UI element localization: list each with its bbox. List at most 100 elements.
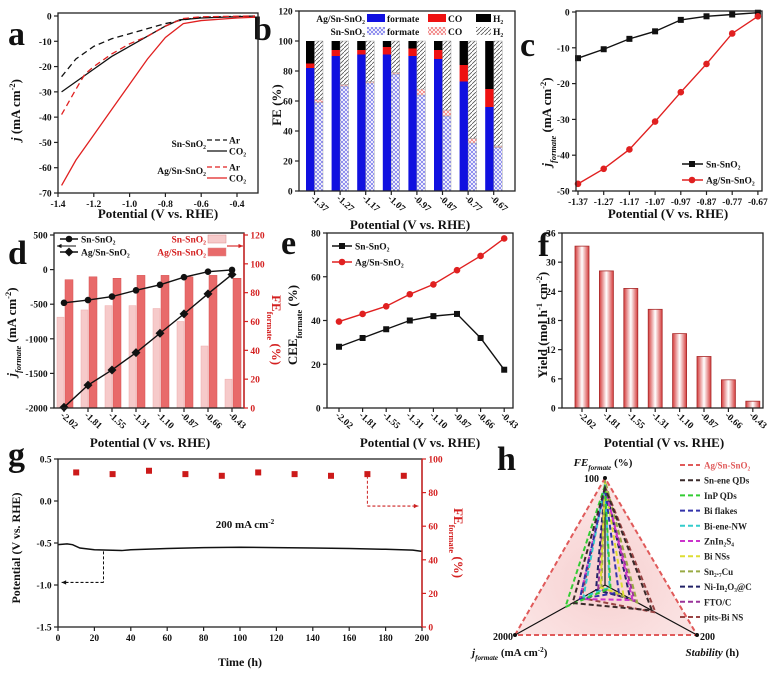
g-ylabel: Potential (V vs. RHE) xyxy=(9,492,23,603)
a-xtick-label: -0.6 xyxy=(194,200,209,210)
c-marker xyxy=(600,165,607,173)
e-marker xyxy=(406,290,414,298)
e-ytick-label: 40 xyxy=(311,317,321,327)
g-fe-marker xyxy=(218,472,225,479)
b-xtick-label: -1.37 xyxy=(308,194,330,215)
h-legend-label: InP QDs xyxy=(704,491,737,501)
f-ylabel: Yield (mol h-1 cm-2) xyxy=(534,272,550,378)
g-xtick-label: 0 xyxy=(56,634,61,644)
a-series-line xyxy=(61,16,255,186)
e-xlabel: Potential (V vs. RHE) xyxy=(360,435,480,450)
h-series-polygon xyxy=(578,488,620,601)
g-fe-marker xyxy=(255,469,262,476)
g-xtick-label: 80 xyxy=(199,634,209,644)
d-ytick-label: -1000 xyxy=(25,335,47,345)
f-bar xyxy=(599,270,614,409)
h-series-polygon xyxy=(600,479,639,605)
e-marker xyxy=(477,335,484,341)
e-xtick-label: -1.55 xyxy=(380,411,402,432)
e-xtick-label: -1.31 xyxy=(404,411,426,432)
c-marker xyxy=(754,9,761,16)
e-legend-label: Ag/Sn-SnO₂ xyxy=(355,259,404,269)
h-axis-max-j: 2000 xyxy=(493,632,513,643)
e-ytick-label: 60 xyxy=(311,273,321,283)
a-legend-label: Ar xyxy=(229,164,241,174)
f-xlabel: Potential (V vs. RHE) xyxy=(604,435,724,450)
a-legend-group-label: Ag/Sn-SnO₂ xyxy=(157,167,206,177)
c-marker xyxy=(728,30,736,37)
e-marker xyxy=(500,235,508,242)
f-ytick-label: 0 xyxy=(551,405,556,415)
a-xlabel: Potential (V vs. RHE) xyxy=(98,206,218,221)
b-bar-formate xyxy=(339,85,349,192)
f-ytick-label: 18 xyxy=(546,317,556,327)
b-xtick-label: -1.27 xyxy=(334,194,356,215)
b-legend-label: formate xyxy=(387,28,419,38)
e-marker xyxy=(430,281,437,288)
e-legend-marker xyxy=(338,258,346,266)
d-ytick-label: -1500 xyxy=(25,370,47,380)
c-legend-marker xyxy=(689,161,695,167)
g-xtick-label: 120 xyxy=(269,634,284,644)
g-potential-line xyxy=(57,543,423,553)
b-ytick-label: 40 xyxy=(283,128,293,138)
d-ytick-label: 100 xyxy=(250,260,265,270)
h-series-polygon xyxy=(599,483,625,597)
h-legend-label: Bi-ene-NW xyxy=(704,521,747,531)
f-bar xyxy=(574,245,590,409)
f-bar xyxy=(696,356,712,409)
g-ytick-label: -1.0 xyxy=(37,582,52,592)
f-bar xyxy=(672,333,687,409)
b-bar-h2 xyxy=(434,41,443,50)
b-xtick-label: -0.87 xyxy=(436,194,458,215)
e-xtick-label: -0.87 xyxy=(451,411,473,432)
b-bar-h2 xyxy=(382,41,392,47)
e-marker xyxy=(453,266,461,274)
h-legend-label: ZnIn₂S₄ xyxy=(704,537,734,547)
f-xtick-label: -2.02 xyxy=(576,411,598,432)
e-xtick-label: -1.81 xyxy=(357,411,379,432)
c-legend-label: Ag/Sn-SnO₂ xyxy=(706,177,755,187)
h-legend-label: Bi flakes xyxy=(704,506,738,516)
d-bar xyxy=(200,345,209,409)
b-legend-label: CO xyxy=(448,15,462,25)
g-fe-marker xyxy=(182,471,189,478)
b-legend-label: H₂ xyxy=(493,15,503,25)
b-bar-co xyxy=(442,109,452,117)
b-ytick-label: 0 xyxy=(288,188,293,198)
panel-label-g: g xyxy=(8,437,25,474)
e-ylabel: CEEformate (%) xyxy=(285,285,304,365)
b-bar-h2 xyxy=(459,41,469,65)
e-marker xyxy=(359,335,366,341)
b-bar-co xyxy=(391,72,400,75)
e-marker xyxy=(454,310,460,317)
d-marker xyxy=(60,299,68,307)
a-legend-label: CO₂ xyxy=(229,175,246,185)
d-marker xyxy=(84,296,92,304)
a-ylabel: j (mA cm-2) xyxy=(7,79,23,143)
d-bar xyxy=(184,276,194,409)
g-xtick-label: 180 xyxy=(378,634,393,644)
c-marker xyxy=(703,13,710,20)
panel-label-e: e xyxy=(281,225,296,262)
b-ylabel: FE (%) xyxy=(269,84,284,126)
h-legend-label: Bi NSs xyxy=(704,552,730,562)
h-axis-label-j: jformate (mA cm-2) xyxy=(470,646,548,662)
c-ytick-label: 0 xyxy=(565,9,570,19)
d-bar xyxy=(160,275,170,409)
e-xtick-label: -0.66 xyxy=(475,411,497,432)
d-marker xyxy=(108,293,116,300)
e-marker xyxy=(430,313,437,320)
d-bar xyxy=(88,276,98,409)
c-xtick-label: -1.17 xyxy=(620,198,640,208)
e-marker xyxy=(336,343,342,350)
d-marker xyxy=(156,281,164,289)
c-marker xyxy=(703,60,710,68)
d-xtick-label: -1.81 xyxy=(82,411,104,432)
b-legend-row-label: Sn-SnO₂ xyxy=(330,28,365,38)
b-bar-co xyxy=(493,145,503,148)
d-marker xyxy=(227,269,237,279)
c-marker xyxy=(626,35,633,42)
a-legend-label: Ar xyxy=(229,137,241,147)
